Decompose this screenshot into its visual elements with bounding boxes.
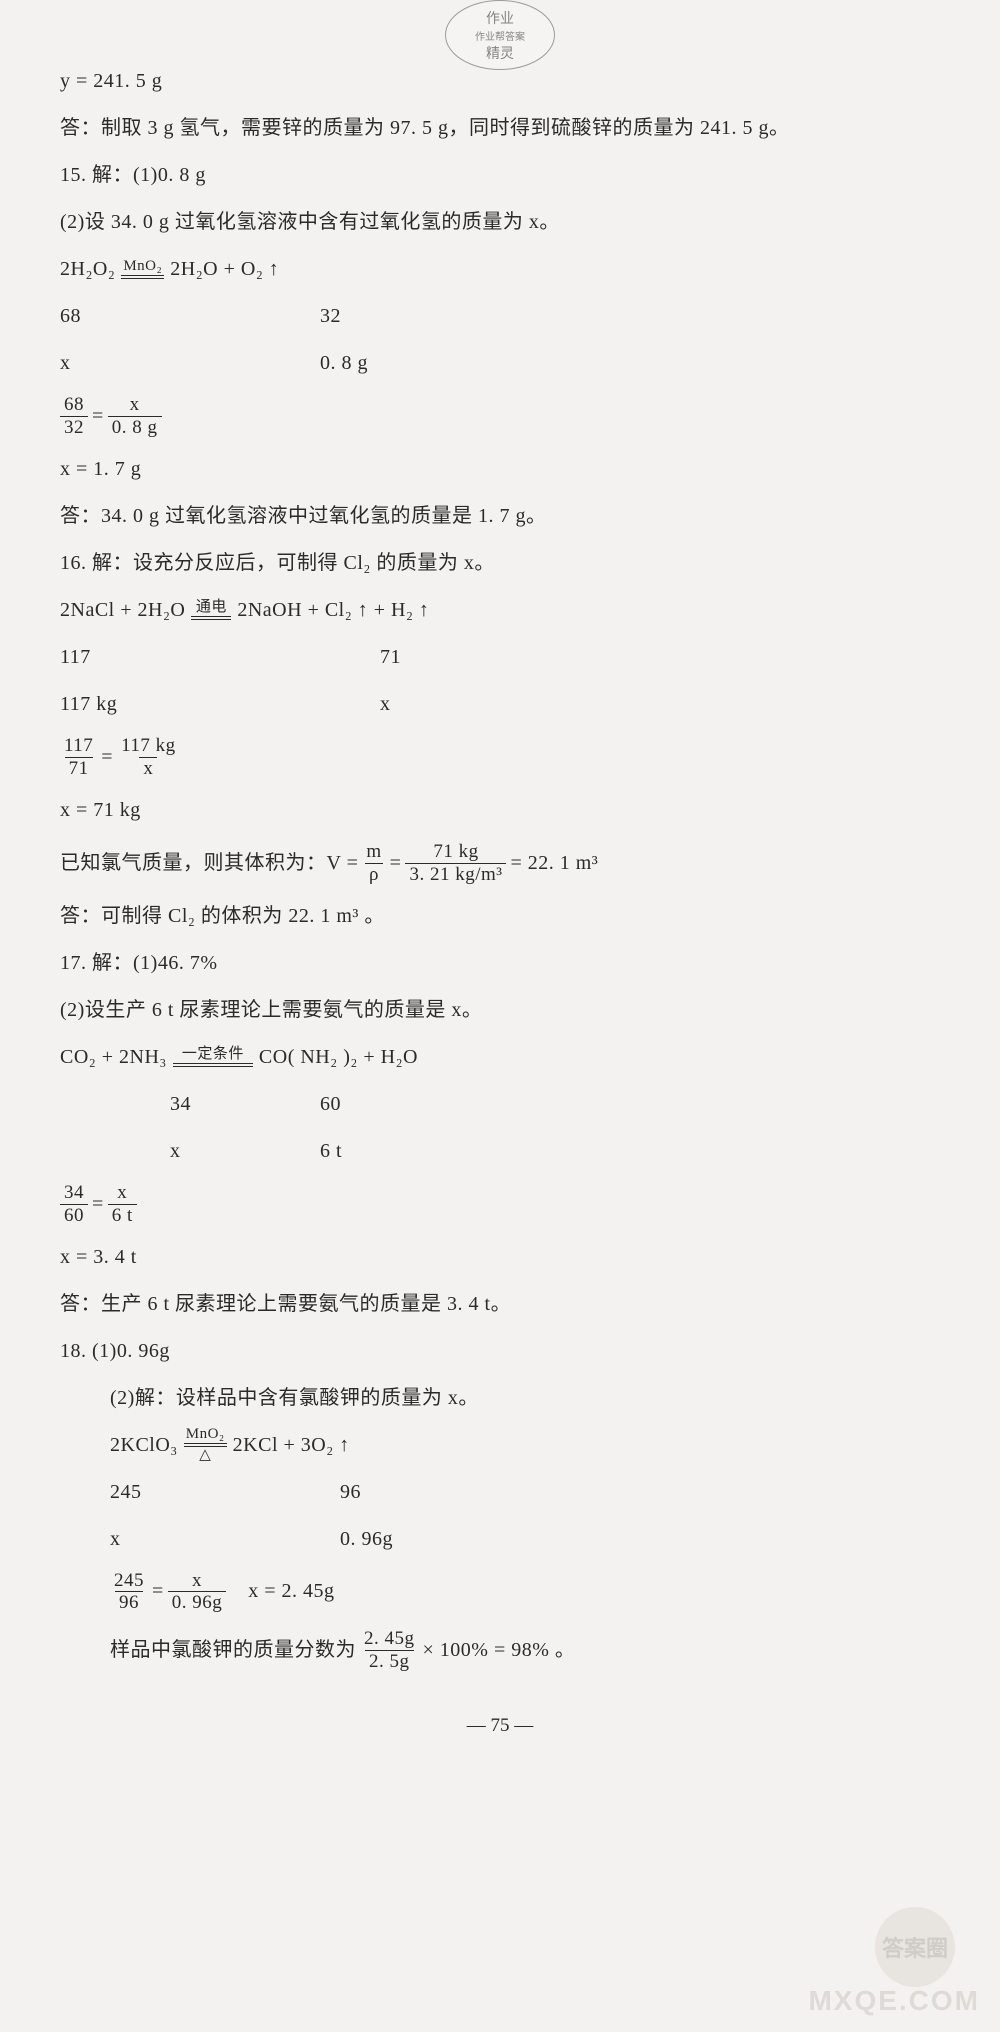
text-line: 答：制取 3 g 氢气，需要锌的质量为 97. 5 g，同时得到硫酸锌的质量为 …	[60, 107, 940, 150]
stoich-row: 117 71	[60, 636, 940, 679]
reaction-condition: MnO₂	[121, 259, 164, 280]
eq-right: CO( NH₂ )₂ + H₂O	[259, 1036, 418, 1079]
text-line: (2)设 34. 0 g 过氧化氢溶液中含有过氧化氢的质量为 x。	[60, 201, 940, 244]
reaction-condition: 通电	[191, 600, 231, 621]
stoich-row: x 0. 8 g	[60, 342, 940, 385]
equation-15: 2H₂O₂ MnO₂ 2H₂O + O₂ ↑	[60, 248, 940, 291]
stoich-row: 117 kg x	[60, 683, 940, 726]
volume-eq: 已知氯气质量，则其体积为：V = m ρ = 71 kg 3. 21 kg/m³…	[60, 836, 940, 891]
fraction-eq: 117 71 = 117 kg x	[60, 730, 940, 785]
eq-left: 2H₂O₂	[60, 248, 115, 291]
eq-right: 2H₂O + O₂ ↑	[170, 248, 279, 291]
stoich-row: x 6 t	[60, 1130, 940, 1173]
fraction: x 0. 8 g	[108, 395, 162, 438]
reaction-condition: MnO₂ △	[184, 1427, 227, 1463]
stamp-l2: 作业帮答案	[475, 28, 525, 43]
text-line: 答：生产 6 t 尿素理论上需要氨气的质量是 3. 4 t。	[60, 1283, 940, 1326]
eq-right: 2NaOH + Cl₂ ↑ + H₂ ↑	[237, 589, 429, 632]
eq-left: 2KClO₃	[110, 1424, 178, 1467]
fraction-eq: 68 32 = x 0. 8 g	[60, 389, 940, 444]
eq-right: 2KCl + 3O₂ ↑	[233, 1424, 350, 1467]
equation-16: 2NaCl + 2H₂O 通电 2NaOH + Cl₂ ↑ + H₂ ↑	[60, 589, 940, 632]
text-line: 15. 解：(1)0. 8 g	[60, 154, 940, 197]
fraction: 245 96	[110, 1571, 148, 1614]
mass-fraction: 样品中氯酸钾的质量分数为 2. 45g 2. 5g × 100% = 98% 。	[60, 1623, 940, 1678]
stoich-row: 68 32	[60, 295, 940, 338]
fraction: x 6 t	[108, 1183, 137, 1226]
stoich-row: 34 60	[60, 1083, 940, 1126]
fraction: x 0. 96g	[168, 1571, 227, 1614]
text-line: 17. 解：(1)46. 7%	[60, 942, 940, 985]
fraction: 71 kg 3. 21 kg/m³	[405, 842, 506, 885]
page-number: — 75 —	[60, 1706, 940, 1747]
fraction: 34 60	[60, 1183, 88, 1226]
fraction: m ρ	[362, 842, 385, 885]
text-line: (2)设生产 6 t 尿素理论上需要氨气的质量是 x。	[60, 989, 940, 1032]
text-line: 答：34. 0 g 过氧化氢溶液中过氧化氢的质量是 1. 7 g。	[60, 495, 940, 538]
document-body: y = 241. 5 g 答：制取 3 g 氢气，需要锌的质量为 97. 5 g…	[60, 60, 940, 1747]
stoich-row: x 0. 96g	[60, 1518, 940, 1561]
fraction: 2. 45g 2. 5g	[360, 1629, 419, 1672]
watermark-text: MXQE.COM	[808, 1985, 980, 2017]
stoich-row: 245 96	[60, 1471, 940, 1514]
stamp-l3: 精灵	[486, 43, 514, 63]
text-line: x = 71 kg	[60, 789, 940, 832]
text-line: (2)解：设样品中含有氯酸钾的质量为 x。	[60, 1377, 940, 1420]
fraction: 117 71	[60, 736, 97, 779]
eq-left: 2NaCl + 2H₂O	[60, 589, 185, 632]
text-line: x = 3. 4 t	[60, 1236, 940, 1279]
fraction-eq: 34 60 = x 6 t	[60, 1177, 940, 1232]
text-line: 答：可制得 Cl₂ 的体积为 22. 1 m³ 。	[60, 895, 940, 938]
fraction: 68 32	[60, 395, 88, 438]
text-line: 18. (1)0. 96g	[60, 1330, 940, 1373]
text-line: 16. 解：设充分反应后，可制得 Cl₂ 的质量为 x。	[60, 542, 940, 585]
stamp-l1: 作业	[486, 8, 514, 28]
reaction-condition: 一定条件	[173, 1047, 253, 1068]
watermark-circle: 答案圈	[875, 1907, 955, 1987]
equation-18: 2KClO₃ MnO₂ △ 2KCl + 3O₂ ↑	[60, 1424, 940, 1467]
equation-17: CO₂ + 2NH₃ 一定条件 CO( NH₂ )₂ + H₂O	[60, 1036, 940, 1079]
fraction: 117 kg x	[117, 736, 180, 779]
stamp-badge: 作业 作业帮答案 精灵	[445, 0, 555, 70]
text-line: x = 1. 7 g	[60, 448, 940, 491]
eq-left: CO₂ + 2NH₃	[60, 1036, 167, 1079]
fraction-eq: 245 96 = x 0. 96g x = 2. 45g	[60, 1565, 940, 1620]
